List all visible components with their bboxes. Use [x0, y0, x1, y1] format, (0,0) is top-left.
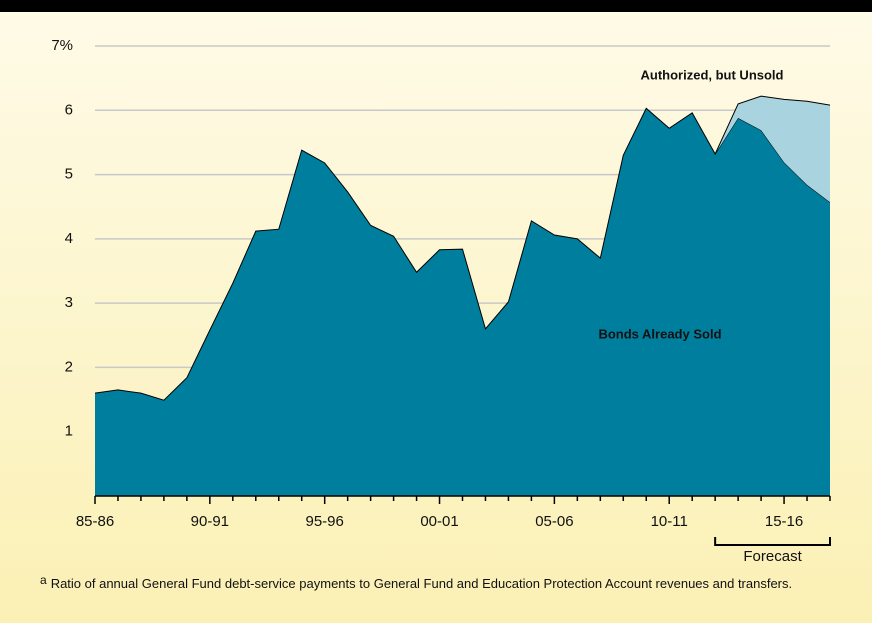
x-tick-label: 15-16 — [765, 513, 803, 530]
y-tick-label: 5 — [65, 166, 73, 183]
x-tick-label: 90-91 — [191, 513, 229, 530]
x-tick-label: 05-06 — [535, 513, 573, 530]
series-label: Authorized, but Unsold — [641, 67, 784, 82]
y-tick-label: 1 — [65, 423, 73, 440]
forecast-bracket — [714, 537, 831, 546]
series-label: Bonds Already Sold — [598, 326, 721, 341]
x-tick-label: 10-11 — [651, 513, 688, 530]
footnote: a Ratio of annual General Fund debt-servi… — [40, 572, 820, 592]
footnote-marker: a — [40, 573, 47, 587]
y-tick-label: 6 — [65, 101, 73, 118]
forecast-label: Forecast — [743, 548, 802, 565]
area-edge — [94, 107, 831, 401]
area-edge — [714, 95, 831, 155]
x-tick-label: 95-96 — [306, 513, 344, 530]
y-tick-label: 4 — [65, 230, 73, 247]
y-tick-label: 7% — [51, 37, 73, 54]
area — [95, 108, 830, 496]
footnote-text: Ratio of annual General Fund debt-servic… — [50, 576, 793, 591]
y-tick-label: 3 — [65, 294, 73, 311]
x-tick-label: 85-86 — [76, 513, 114, 530]
x-tick-label: 00-01 — [420, 513, 458, 530]
area — [715, 96, 830, 203]
top-bar — [0, 0, 872, 12]
y-tick-label: 2 — [65, 358, 73, 375]
